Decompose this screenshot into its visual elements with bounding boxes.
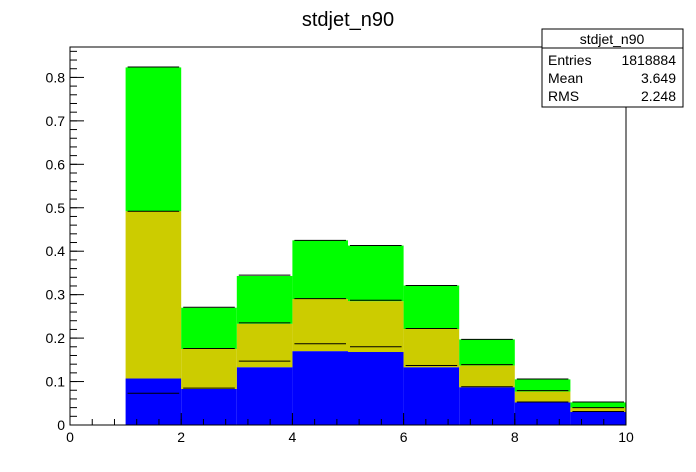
bar-s1-bin9 bbox=[570, 407, 626, 412]
bar-s1-bin3 bbox=[236, 323, 293, 368]
bar-s2-bin7 bbox=[459, 339, 515, 366]
bar-s1-bin8 bbox=[514, 391, 571, 403]
bar-s0-bin6 bbox=[403, 367, 460, 425]
bar-s1-bin4 bbox=[292, 299, 348, 352]
bar-s2-bin4 bbox=[292, 240, 348, 299]
bar-s2-bin2 bbox=[181, 307, 237, 349]
bar-s2-bin3 bbox=[236, 275, 293, 324]
bar-s0-bin3 bbox=[236, 367, 293, 425]
y-tick-label: 0 bbox=[57, 417, 65, 433]
x-tick-label: 6 bbox=[400, 429, 408, 445]
bar-s0-bin1 bbox=[125, 378, 182, 425]
plot-frame bbox=[69, 46, 627, 426]
bar-s0-bin2 bbox=[181, 388, 237, 425]
bar-s2-bin1 bbox=[125, 67, 182, 212]
chart-title: stdjet_n90 bbox=[302, 9, 394, 31]
x-tick-label: 2 bbox=[177, 429, 185, 445]
stats-entries-value: 1818884 bbox=[621, 52, 676, 68]
bar-s1-bin5 bbox=[348, 301, 404, 353]
stats-mean-value: 3.649 bbox=[641, 70, 676, 86]
x-tick-label: 0 bbox=[66, 429, 74, 445]
bar-s2-bin9 bbox=[570, 402, 626, 408]
bars-group bbox=[125, 67, 626, 425]
stats-mean-label: Mean bbox=[548, 70, 583, 86]
y-tick-label: 0.2 bbox=[46, 330, 66, 346]
y-tick-label: 0.4 bbox=[46, 243, 66, 259]
y-tick-label: 0.6 bbox=[46, 156, 66, 172]
bar-s2-bin6 bbox=[403, 285, 460, 329]
stats-rms-label: RMS bbox=[548, 88, 579, 104]
x-tick-label: 4 bbox=[289, 429, 297, 445]
x-tick-label: 10 bbox=[618, 429, 634, 445]
bar-s2-bin8 bbox=[514, 379, 571, 392]
bar-s0-bin7 bbox=[459, 387, 515, 425]
bar-s0-bin5 bbox=[348, 352, 404, 425]
bar-s1-bin1 bbox=[125, 211, 182, 379]
stats-box: stdjet_n90 Entries 1818884 Mean 3.649 RM… bbox=[541, 28, 684, 108]
stats-box-frame bbox=[541, 28, 684, 108]
bar-s2-bin5 bbox=[348, 245, 404, 302]
bar-s1-bin2 bbox=[181, 348, 237, 389]
y-tick-label: 0.7 bbox=[46, 113, 66, 129]
stats-rms-value: 2.248 bbox=[641, 88, 676, 104]
y-tick-label: 0.8 bbox=[46, 69, 66, 85]
y-tick-label: 0.1 bbox=[46, 374, 66, 390]
axes-group: 0 2 4 6 8 10 0 0.1 0.2 0.3 0.4 0.5 0.6 0.7 0.8 bbox=[46, 50, 634, 445]
bar-s1-bin6 bbox=[403, 328, 460, 368]
bar-s0-bin8 bbox=[514, 402, 571, 425]
bar-s1-bin7 bbox=[459, 365, 515, 388]
stats-entries-label: Entries bbox=[548, 52, 592, 68]
y-tick-label: 0.3 bbox=[46, 287, 66, 303]
x-tick-label: 8 bbox=[511, 429, 519, 445]
bar-s0-bin9 bbox=[570, 411, 626, 425]
y-tick-label: 0.5 bbox=[46, 200, 66, 216]
stats-box-title: stdjet_n90 bbox=[580, 31, 645, 47]
markers-group bbox=[127, 66, 624, 413]
bar-s0-bin4 bbox=[292, 351, 348, 425]
